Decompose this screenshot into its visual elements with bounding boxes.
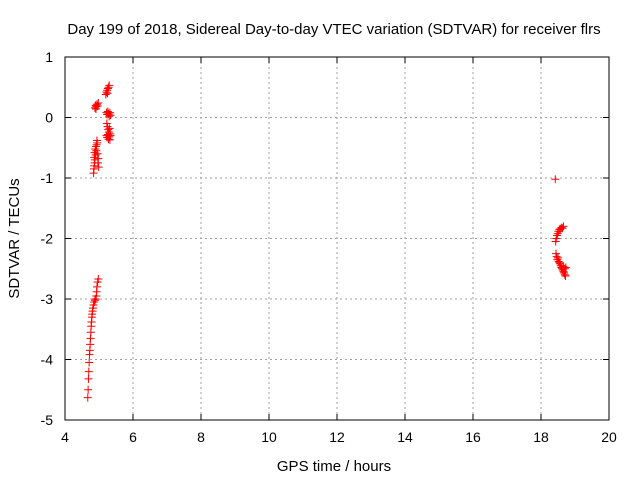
data-point: [85, 358, 94, 367]
x-tick-label: 14: [397, 429, 413, 445]
y-tick-label: -5: [41, 412, 54, 428]
grid: [65, 57, 609, 420]
data-point: [105, 124, 114, 133]
data-point: [90, 296, 99, 305]
y-tick-label: 0: [45, 110, 53, 126]
y-axis-label: SDTVAR / TECUs: [6, 178, 23, 298]
axis-ticks: 4 6 8 10 12 14 16 18 20 -5 -4 -3 -2 -1 0 1: [41, 49, 617, 445]
data-points: [83, 81, 570, 402]
y-tick-label: -1: [41, 170, 54, 186]
data-point: [105, 112, 114, 121]
data-point: [93, 149, 102, 158]
data-point: [94, 154, 103, 163]
data-point: [106, 131, 115, 140]
data-point: [105, 135, 114, 144]
data-point: [92, 282, 101, 291]
data-point: [559, 222, 568, 231]
y-tick-label: -2: [41, 231, 54, 247]
x-tick-label: 6: [129, 429, 137, 445]
y-tick-label: -4: [41, 352, 54, 368]
x-axis-label: GPS time / hours: [277, 458, 391, 475]
x-tick-label: 4: [61, 429, 69, 445]
y-tick-label: 1: [45, 49, 53, 65]
chart-title: Day 199 of 2018, Sidereal Day-to-day VTE…: [67, 21, 600, 38]
data-point: [104, 83, 113, 92]
data-point: [560, 264, 569, 273]
data-point: [83, 393, 92, 402]
data-point: [552, 231, 561, 240]
data-point: [92, 100, 101, 109]
data-point: [92, 136, 101, 145]
data-point: [103, 89, 112, 98]
data-point: [91, 105, 100, 114]
data-point: [84, 374, 93, 383]
x-tick-label: 10: [261, 429, 277, 445]
x-tick-label: 18: [533, 429, 549, 445]
data-point: [105, 81, 114, 90]
y-tick-label: -3: [41, 291, 54, 307]
data-point: [561, 263, 570, 272]
data-point: [554, 253, 562, 262]
data-point: [561, 272, 570, 281]
data-point: [551, 175, 560, 184]
data-point: [94, 163, 103, 172]
x-tick-label: 8: [197, 429, 205, 445]
data-point: [91, 142, 100, 151]
data-point: [94, 98, 103, 107]
data-point: [94, 275, 103, 284]
data-point: [106, 111, 115, 120]
data-point: [102, 88, 111, 97]
x-tick-label: 16: [465, 429, 481, 445]
data-point: [84, 385, 93, 394]
data-point: [84, 367, 93, 376]
x-tick-label: 12: [329, 429, 345, 445]
x-tick-label: 20: [601, 429, 617, 445]
data-point: [558, 224, 567, 233]
data-point: [557, 223, 566, 232]
